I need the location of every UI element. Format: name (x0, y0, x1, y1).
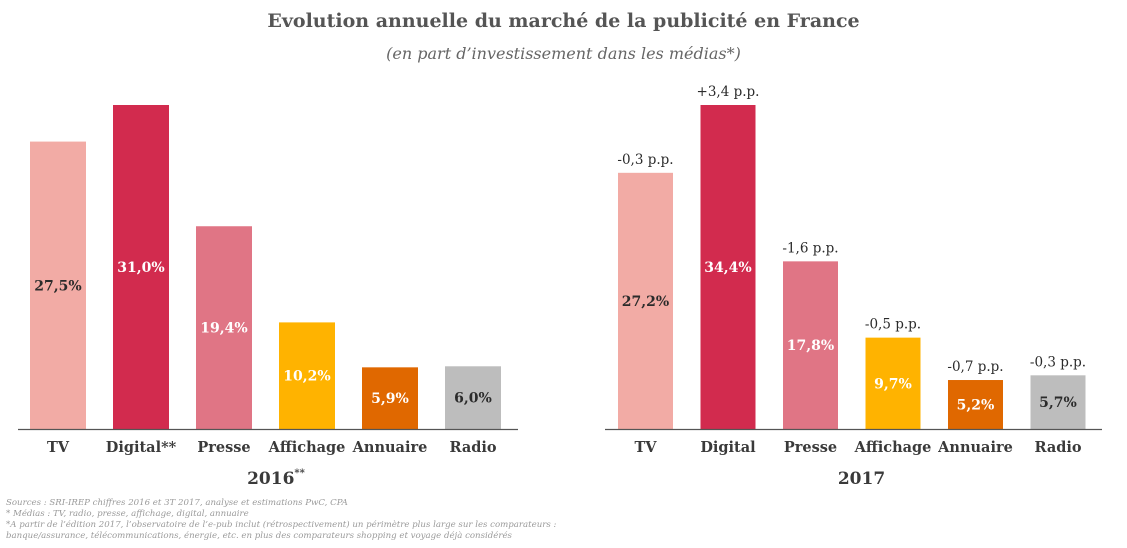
panel-title-2016: 2016** (247, 468, 306, 489)
bar-radio (1030, 375, 1086, 429)
tick-label-presse: Presse (784, 439, 837, 456)
value-label-digital: 31,0% (117, 260, 164, 276)
value-label-digital: 34,4% (704, 260, 751, 276)
footnote-scope-2: banque/assurance, télécommunications, én… (6, 531, 512, 541)
bar-presse (196, 226, 252, 429)
panel-title-year: 2016 (247, 469, 294, 489)
bar-annuaire (362, 367, 418, 429)
bar-digital (700, 105, 756, 429)
bar-digital (113, 105, 169, 429)
footnote-scope-1: *A partir de l’édition 2017, l’observato… (6, 520, 557, 530)
chart-panel-2017: 27,2% -0,3 p.p. TV 34,4% +3,4 p.p. Digital 17,… (605, 84, 1102, 489)
bar-tv (30, 141, 86, 430)
tick-label-affichage: Affichage (854, 439, 932, 456)
value-label-tv: 27,5% (34, 278, 81, 294)
tick-label-tv: TV (47, 439, 70, 456)
panel-title-year: 2017 (838, 469, 885, 489)
bar-presse (783, 261, 838, 429)
change-label-tv: -0,3 p.p. (617, 152, 673, 168)
bar-radio (445, 366, 501, 429)
value-label-radio: 5,7% (1039, 395, 1077, 411)
value-label-affichage: 10,2% (283, 369, 330, 385)
bar-affichage (865, 337, 921, 429)
value-label-tv: 27,2% (622, 294, 669, 310)
bar-affichage (279, 322, 335, 429)
tick-label-presse: Presse (197, 439, 250, 456)
tick-label-annuaire: Annuaire (352, 439, 428, 456)
value-label-presse: 19,4% (200, 321, 247, 337)
change-label-digital: +3,4 p.p. (697, 84, 760, 100)
tick-label-digital: Digital** (106, 439, 177, 456)
footnote-medias: * Médias : TV, radio, presse, affichage,… (6, 509, 249, 519)
tick-label-radio: Radio (1034, 439, 1081, 456)
value-label-annuaire: 5,9% (371, 391, 409, 407)
tick-label-annuaire: Annuaire (937, 439, 1013, 456)
value-label-radio: 6,0% (454, 391, 492, 407)
change-label-presse: -1,6 p.p. (782, 240, 838, 256)
value-label-annuaire: 5,2% (957, 398, 995, 414)
chart-title: Evolution annuelle du marché de la publi… (267, 10, 860, 32)
panel-title-superscript: ** (294, 468, 305, 479)
value-label-presse: 17,8% (787, 338, 834, 354)
panel-title-2017: 2017 (838, 469, 885, 489)
tick-label-digital: Digital (700, 439, 756, 456)
bar-tv (618, 172, 673, 429)
tick-label-tv: TV (634, 439, 657, 456)
value-label-affichage: 9,7% (874, 376, 912, 392)
chart-subtitle: (en part d’investissement dans les média… (386, 44, 741, 63)
chart-panel-2016: 27,5% TV 31,0% Digital** 19,4% Presse 10,2% Aff… (18, 105, 518, 489)
footnotes: Sources : SRI-IREP chiffres 2016 et 3T 2… (6, 498, 626, 542)
footnote-sources: Sources : SRI-IREP chiffres 2016 et 3T 2… (6, 498, 348, 508)
tick-label-affichage: Affichage (268, 439, 346, 456)
tick-label-radio: Radio (449, 439, 496, 456)
change-label-affichage: -0,5 p.p. (865, 317, 921, 333)
change-label-annuaire: -0,7 p.p. (947, 359, 1003, 375)
change-label-radio: -0,3 p.p. (1030, 354, 1086, 370)
bar-annuaire (948, 380, 1003, 429)
